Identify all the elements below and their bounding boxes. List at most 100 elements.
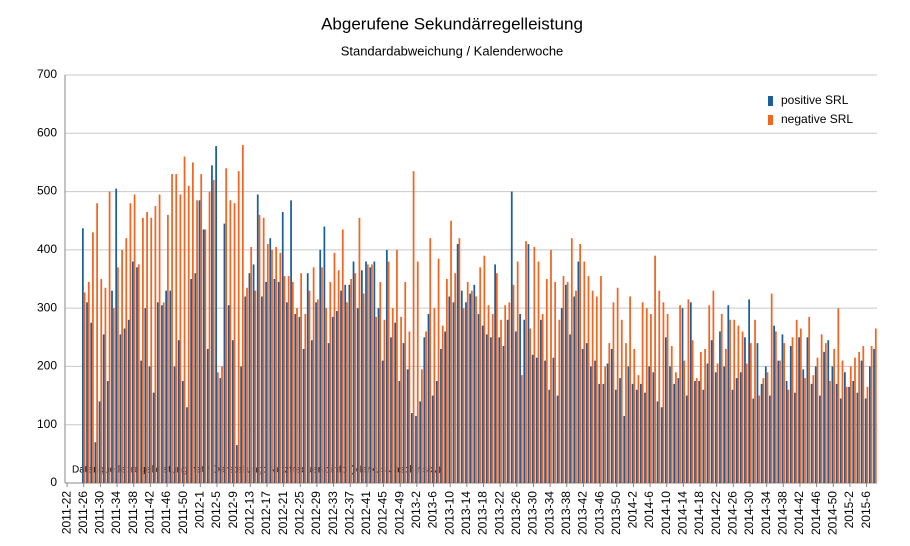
bar: [735, 378, 738, 483]
bar: [689, 302, 692, 483]
bar: [829, 381, 831, 483]
bar: [695, 378, 698, 483]
bar: [604, 366, 607, 483]
bar: [619, 378, 621, 483]
bar: [136, 267, 138, 483]
bar: [261, 296, 263, 483]
bar: [870, 346, 873, 483]
bar: [858, 351, 861, 483]
bar: [519, 313, 521, 483]
bar: [565, 284, 567, 483]
bar: [171, 174, 173, 484]
bar: [525, 241, 527, 483]
bar: [544, 360, 546, 483]
bar: [337, 270, 340, 483]
x-tick-label: 2011-46: [159, 491, 173, 534]
bar: [487, 305, 490, 483]
bar: [123, 328, 126, 483]
x-tick-label: 2013-34: [542, 491, 556, 535]
bar: [816, 357, 819, 483]
bar: [256, 194, 259, 483]
bar: [410, 413, 413, 483]
bar: [100, 279, 103, 483]
bar: [219, 378, 222, 483]
bar: [637, 375, 640, 483]
legend-swatch: [768, 115, 773, 125]
bar: [167, 214, 169, 483]
bar: [614, 389, 617, 483]
x-tick-label: 2013-46: [592, 491, 606, 535]
x-tick-label: 2014-30: [742, 491, 756, 535]
bar: [225, 168, 228, 483]
bar: [629, 296, 631, 483]
bar: [573, 296, 576, 483]
bar: [491, 313, 494, 483]
bar: [831, 366, 834, 483]
bar: [498, 337, 501, 483]
bar: [156, 302, 159, 483]
bar: [462, 308, 465, 483]
bar: [627, 366, 630, 483]
bar: [86, 302, 88, 483]
bar: [669, 366, 671, 483]
bar: [540, 319, 542, 483]
bar: [335, 311, 338, 483]
bar: [477, 313, 480, 483]
bar: [608, 343, 611, 483]
bar: [654, 255, 656, 483]
bar: [756, 343, 759, 483]
bar: [510, 191, 513, 484]
x-tick-label: 2013-42: [576, 491, 590, 535]
bar: [600, 276, 602, 483]
bar: [196, 200, 198, 484]
bar: [356, 308, 359, 483]
bar: [866, 386, 869, 483]
bar: [698, 381, 701, 483]
bar: [354, 273, 357, 483]
x-tick-label: 2014-38: [775, 491, 789, 535]
bar: [360, 270, 363, 483]
bar: [131, 261, 134, 483]
x-tick-label: 2014-18: [692, 491, 706, 535]
bar: [327, 343, 330, 483]
chart-title: Abgerufene Sekundärregelleistung: [321, 14, 583, 33]
y-tick-label: 0: [50, 475, 57, 489]
bar: [504, 305, 507, 483]
bar: [515, 331, 517, 483]
bar: [358, 217, 361, 484]
bar: [186, 407, 188, 483]
bar: [554, 281, 557, 483]
bar: [625, 343, 627, 483]
bar: [812, 375, 815, 483]
bar: [806, 337, 809, 483]
x-tick-label: 2014-22: [709, 491, 723, 535]
bar: [406, 369, 409, 483]
bar: [869, 366, 871, 483]
bar: [727, 305, 730, 483]
bar: [679, 305, 681, 483]
bar: [833, 348, 836, 483]
bar: [483, 255, 486, 483]
bar: [306, 273, 309, 483]
bar: [556, 395, 559, 483]
bar: [404, 281, 407, 483]
bar: [545, 279, 548, 483]
bar: [227, 305, 230, 483]
annotation: Datenquelle: regelleistung.net / Darstel…: [72, 465, 441, 476]
bar: [502, 346, 505, 483]
bar: [252, 264, 255, 483]
bar: [460, 290, 463, 483]
x-tick-label: 2011-50: [176, 491, 190, 534]
bar: [377, 308, 380, 483]
bar: [612, 302, 615, 483]
bar: [366, 264, 369, 483]
bar: [481, 325, 484, 483]
bar: [408, 331, 411, 483]
bar: [656, 401, 659, 483]
bar: [416, 261, 419, 483]
bar: [675, 372, 677, 483]
bar: [298, 316, 301, 483]
bar: [287, 276, 290, 483]
bar: [774, 331, 777, 483]
